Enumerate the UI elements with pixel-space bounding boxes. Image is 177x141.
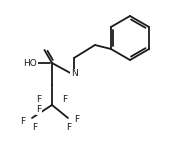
Text: F: F	[66, 124, 72, 133]
Text: F: F	[32, 124, 38, 133]
Text: F: F	[75, 114, 80, 124]
Text: F: F	[36, 95, 42, 104]
Text: F: F	[36, 105, 42, 114]
Text: N: N	[71, 70, 77, 79]
Text: F: F	[62, 95, 68, 104]
Text: HO: HO	[23, 59, 37, 68]
Text: F: F	[20, 117, 25, 126]
